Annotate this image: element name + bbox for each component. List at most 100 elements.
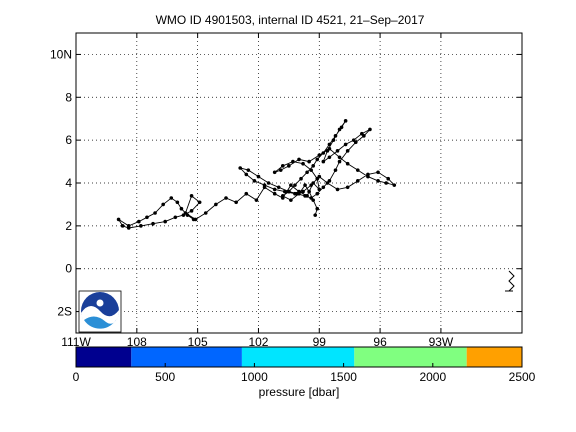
profile-point (189, 209, 194, 213)
profile-point (327, 179, 332, 183)
profile-point (321, 159, 326, 164)
profile-point (307, 159, 311, 164)
profile-point (355, 179, 360, 183)
profile-point (313, 213, 318, 217)
profile-point (311, 198, 315, 202)
profile-point (278, 168, 283, 172)
profile-point (297, 157, 301, 162)
colorbar-frame (75, 346, 523, 368)
profile-point (315, 191, 320, 196)
profile-point (307, 189, 311, 194)
profile-point (337, 155, 342, 160)
profile-point (272, 170, 277, 175)
profile-point (360, 131, 364, 136)
profile-point (175, 200, 180, 205)
profile-point (351, 138, 356, 142)
profile-point (280, 194, 285, 198)
profile-point (293, 183, 297, 187)
colorbar-segment (131, 347, 242, 367)
colorbar-tick-label: 1500 (330, 370, 357, 384)
profile-point (183, 211, 188, 215)
profile-point (173, 215, 178, 220)
profile-point (376, 170, 380, 175)
profile-point (333, 134, 338, 138)
colorbar-segment (466, 347, 522, 367)
profile-point (327, 155, 332, 160)
profile-point (315, 206, 320, 211)
profile-point (311, 164, 315, 168)
profile-point (116, 217, 121, 222)
colorbar-tick-label: 0 (73, 370, 80, 384)
profile-point (262, 183, 267, 187)
profile-point (392, 183, 397, 187)
colorbar-tick-label: 500 (155, 370, 175, 384)
x-tick-label: 105 (188, 335, 208, 349)
y-tick-label: 0 (65, 262, 72, 276)
profile-point (139, 224, 143, 228)
profile-point (317, 153, 322, 157)
x-tick-label: 93W (429, 335, 454, 349)
x-tick-label: 96 (373, 335, 387, 349)
colorbar-tick-label: 2000 (419, 370, 446, 384)
profile-point (238, 166, 243, 170)
y-tick-label: 2S (57, 305, 72, 319)
y-tick-label: 10N (50, 47, 72, 61)
profile-point (331, 138, 336, 142)
profile-point (303, 194, 307, 198)
profile-point (303, 183, 307, 187)
profile-point (203, 211, 208, 215)
profile-point (345, 161, 350, 166)
colorbar-segment (354, 347, 467, 367)
profile-point (368, 127, 372, 132)
x-tick-label: 99 (313, 335, 327, 349)
profile-point (189, 194, 194, 198)
profile-point (337, 159, 342, 164)
profile-point (335, 187, 340, 192)
profile-point (301, 161, 305, 166)
profile-point (321, 185, 326, 190)
profile-point (254, 198, 259, 202)
profile-point (289, 183, 293, 187)
profile-point (120, 224, 125, 228)
plot-area (76, 33, 522, 333)
profile-point (276, 185, 281, 190)
profile-point (376, 179, 380, 183)
colorbar-segment (241, 347, 355, 367)
x-tick-label: 108 (127, 335, 147, 349)
chart-title: WMO ID 4901503, internal ID 4521, 21–Sep… (156, 13, 425, 27)
profile-point (317, 174, 322, 179)
x-tick-label: 102 (248, 335, 268, 349)
profile-point (321, 151, 326, 155)
y-tick-label: 2 (65, 219, 72, 233)
profile-point (151, 221, 155, 226)
profile-point (291, 159, 295, 164)
profile-point (299, 176, 303, 181)
profile-point (287, 189, 291, 194)
profile-point (297, 191, 301, 196)
profile-point (343, 142, 348, 147)
profile-point (335, 149, 340, 153)
profile-point (343, 119, 348, 123)
profile-point (327, 142, 332, 147)
profile-point (309, 168, 313, 172)
pressure-colorbar (76, 347, 522, 367)
profile-point (214, 202, 218, 207)
profile-point (280, 164, 285, 168)
profile-point (153, 211, 157, 215)
noaa-logo-icon (78, 290, 122, 333)
profile-point (309, 183, 313, 187)
y-tick-label: 4 (65, 176, 72, 190)
profile-point (266, 181, 271, 185)
colorbar-segment (76, 347, 132, 367)
profile-point (234, 200, 238, 205)
profile-point (287, 164, 291, 168)
profile-point (315, 157, 320, 162)
colorbar-label: pressure [dbar] (259, 385, 340, 399)
profile-point (345, 185, 350, 190)
profile-point (197, 200, 202, 205)
profile-point (244, 191, 249, 196)
float-track (116, 119, 397, 230)
colorbar-tick-label: 2500 (509, 370, 536, 384)
profile-point (386, 176, 391, 181)
